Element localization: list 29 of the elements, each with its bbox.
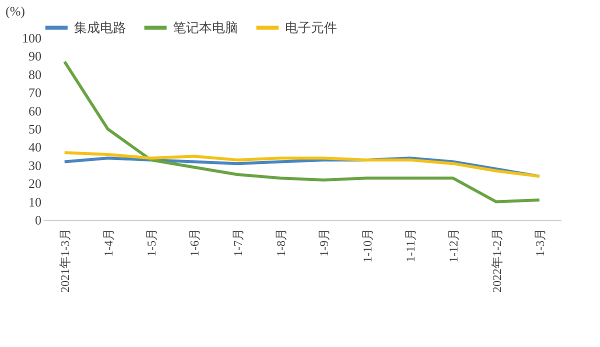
y-tick-label: 80 xyxy=(28,66,42,82)
x-tick-label: 2022年1-2月 xyxy=(490,228,504,292)
y-tick-label: 40 xyxy=(28,140,42,155)
x-tick-label: 1-4月 xyxy=(101,228,116,256)
y-tick-label: 70 xyxy=(28,85,42,100)
x-tick-label: 1-11月 xyxy=(403,228,418,262)
y-tick-label: 0 xyxy=(35,212,42,228)
x-tick-label: 1-10月 xyxy=(360,228,374,262)
x-tick-label: 2021年1-3月 xyxy=(58,228,72,292)
x-tick-label: 1-9月 xyxy=(317,228,332,256)
y-tick-label: 60 xyxy=(28,103,42,118)
line-series xyxy=(63,60,541,204)
y-tick-label: 50 xyxy=(28,122,42,136)
y-axis-title: (%) xyxy=(6,4,25,18)
x-tick-label: 1-6月 xyxy=(188,228,202,256)
y-tick-label: 20 xyxy=(28,176,42,192)
x-tick-label: 1-5月 xyxy=(144,228,158,256)
x-tick-label: 1-7月 xyxy=(230,228,245,256)
legend-label: 电子元件 xyxy=(285,20,337,35)
line-series xyxy=(63,151,541,178)
legend-label: 集成电路 xyxy=(74,20,126,35)
legend-label: 笔记本电脑 xyxy=(173,20,238,35)
y-tick-label: 90 xyxy=(28,48,42,64)
x-tick-label: 1-3月 xyxy=(532,228,547,256)
y-tick-label: 100 xyxy=(22,30,42,46)
x-tick-label: 1-12月 xyxy=(446,228,461,262)
x-tick-label: 1-8月 xyxy=(274,228,288,256)
y-tick-label: 30 xyxy=(28,158,42,173)
y-tick-label: 10 xyxy=(28,194,42,210)
